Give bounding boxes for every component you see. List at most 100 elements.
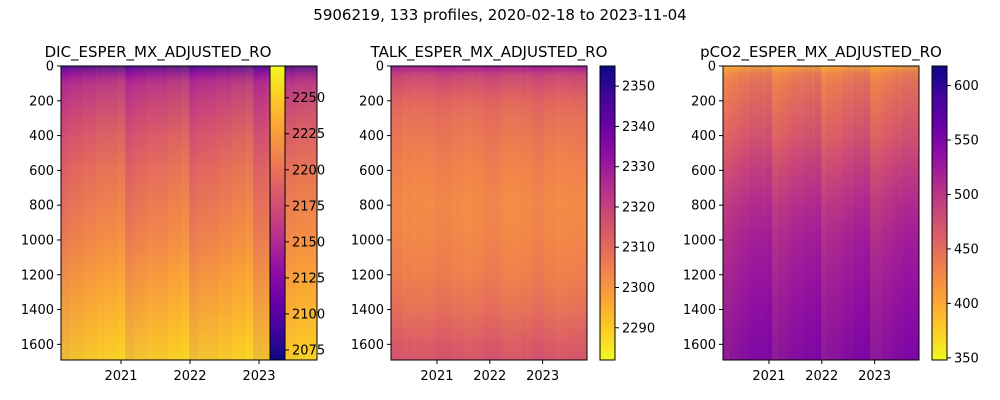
y-tick-label: 200 xyxy=(359,94,384,109)
y-tick-label: 400 xyxy=(691,129,716,144)
x-tick-label: 2022 xyxy=(173,369,206,384)
profile-strip xyxy=(772,66,778,360)
profile-strip xyxy=(309,66,318,360)
profile-strip xyxy=(139,66,147,360)
x-tick-label: 2022 xyxy=(473,369,506,384)
profile-strip xyxy=(793,66,800,360)
colorbar-tick-label: 2175 xyxy=(292,199,325,214)
profile-strip xyxy=(478,66,484,360)
profile-strip xyxy=(132,66,140,360)
y-tick-label: 200 xyxy=(691,94,716,109)
profile-strip xyxy=(238,66,247,360)
profile-strip xyxy=(456,66,463,360)
axes-frame xyxy=(722,65,920,361)
profile-strip xyxy=(423,66,430,360)
profile-strip xyxy=(723,66,729,360)
profile-strip xyxy=(103,66,112,360)
profile-strip xyxy=(189,66,197,360)
profile-strip xyxy=(744,66,751,360)
y-tick-label: 800 xyxy=(691,199,716,214)
y-tick-label: 600 xyxy=(691,164,716,179)
profile-strip xyxy=(288,66,296,360)
profile-strip xyxy=(445,66,452,360)
profile-strip xyxy=(554,66,561,360)
y-tick-label: 800 xyxy=(359,199,384,214)
profile-strip xyxy=(777,66,784,360)
colorbar-tick-label: 600 xyxy=(954,79,979,94)
x-tick-label: 2023 xyxy=(858,369,891,384)
profile-strip xyxy=(125,66,133,360)
profile-strip xyxy=(864,66,871,360)
y-tick-label: 1200 xyxy=(351,268,384,283)
profile-strip xyxy=(538,66,544,360)
y-tick-label: 1600 xyxy=(21,338,54,353)
profile-strip xyxy=(782,66,789,360)
profile-strip xyxy=(217,66,225,360)
profile-strip xyxy=(472,66,479,360)
colorbar-tick-label: 2150 xyxy=(292,235,325,250)
profile-strip xyxy=(516,66,522,360)
y-tick-label: 0 xyxy=(376,60,384,75)
profile-strip xyxy=(821,66,827,360)
profile-strip xyxy=(766,66,773,360)
profile-strip xyxy=(231,66,240,360)
profile-strip xyxy=(755,66,762,360)
profile-strip xyxy=(521,66,528,360)
y-tick-label: 1000 xyxy=(683,233,716,248)
panel-2: TALK_ESPER_MX_ADJUSTED_RO0 200 400 600 800 10… xyxy=(351,43,655,384)
colorbar-tick-label: 450 xyxy=(954,242,979,257)
profile-strip xyxy=(565,66,571,360)
panel-title: pCO2_ESPER_MX_ADJUSTED_RO xyxy=(700,43,942,62)
colorbar-tick-label: 2350 xyxy=(622,80,655,95)
profile-strip xyxy=(750,66,756,360)
colorbar-tick-label: 2310 xyxy=(622,241,655,256)
profile-strip xyxy=(908,66,914,360)
profile-strip xyxy=(897,66,903,360)
profile-strip xyxy=(733,66,740,360)
colorbar-tick-label: 2290 xyxy=(622,321,655,336)
profile-strip xyxy=(146,66,154,360)
profile-strip xyxy=(396,66,403,360)
y-tick-label: 800 xyxy=(29,199,54,214)
profile-strip xyxy=(570,66,577,360)
profile-strip xyxy=(467,66,473,360)
profile-strip xyxy=(429,66,435,360)
profile-strip xyxy=(302,66,311,360)
colorbar-tick-label: 550 xyxy=(954,134,979,149)
profile-strip xyxy=(788,66,795,360)
colorbar-tick-label: 2330 xyxy=(622,160,655,175)
colorbar-tick-label: 500 xyxy=(954,188,979,203)
colorbar-tick-label: 400 xyxy=(954,297,979,312)
figure-title: 5906219, 133 profiles, 2020-02-18 to 202… xyxy=(313,6,686,24)
profile-strip xyxy=(89,66,97,360)
profile-strip xyxy=(61,66,69,360)
profile-strip xyxy=(527,66,533,360)
profile-strip xyxy=(548,66,555,360)
profile-strip xyxy=(886,66,893,360)
profile-strip xyxy=(110,66,119,360)
x-tick-label: 2021 xyxy=(752,369,785,384)
y-tick-label: 1200 xyxy=(21,268,54,283)
heatmap-field xyxy=(723,66,919,360)
profile-strip xyxy=(489,66,495,360)
profile-strip xyxy=(799,66,805,360)
profile-strip xyxy=(880,66,887,360)
profile-strip xyxy=(581,66,588,360)
panel-title: DIC_ESPER_MX_ADJUSTED_RO xyxy=(45,43,272,62)
profile-strip xyxy=(913,66,920,360)
axes-frame xyxy=(60,65,318,361)
profile-strip xyxy=(253,66,261,360)
colorbar-tick-label: 2225 xyxy=(292,127,325,142)
y-tick-label: 1400 xyxy=(21,303,54,318)
profile-strip xyxy=(407,66,414,360)
profile-strip xyxy=(510,66,517,360)
profile-strip xyxy=(543,66,550,360)
profile-strip xyxy=(842,66,849,360)
y-tick-label: 600 xyxy=(359,164,384,179)
profile-strip xyxy=(203,66,211,360)
profile-strip xyxy=(461,66,468,360)
y-tick-label: 1400 xyxy=(351,303,384,318)
panel-1: DIC_ESPER_MX_ADJUSTED_RO0 200 400 600 800 100… xyxy=(21,43,325,384)
x-tick-label: 2021 xyxy=(420,369,453,384)
